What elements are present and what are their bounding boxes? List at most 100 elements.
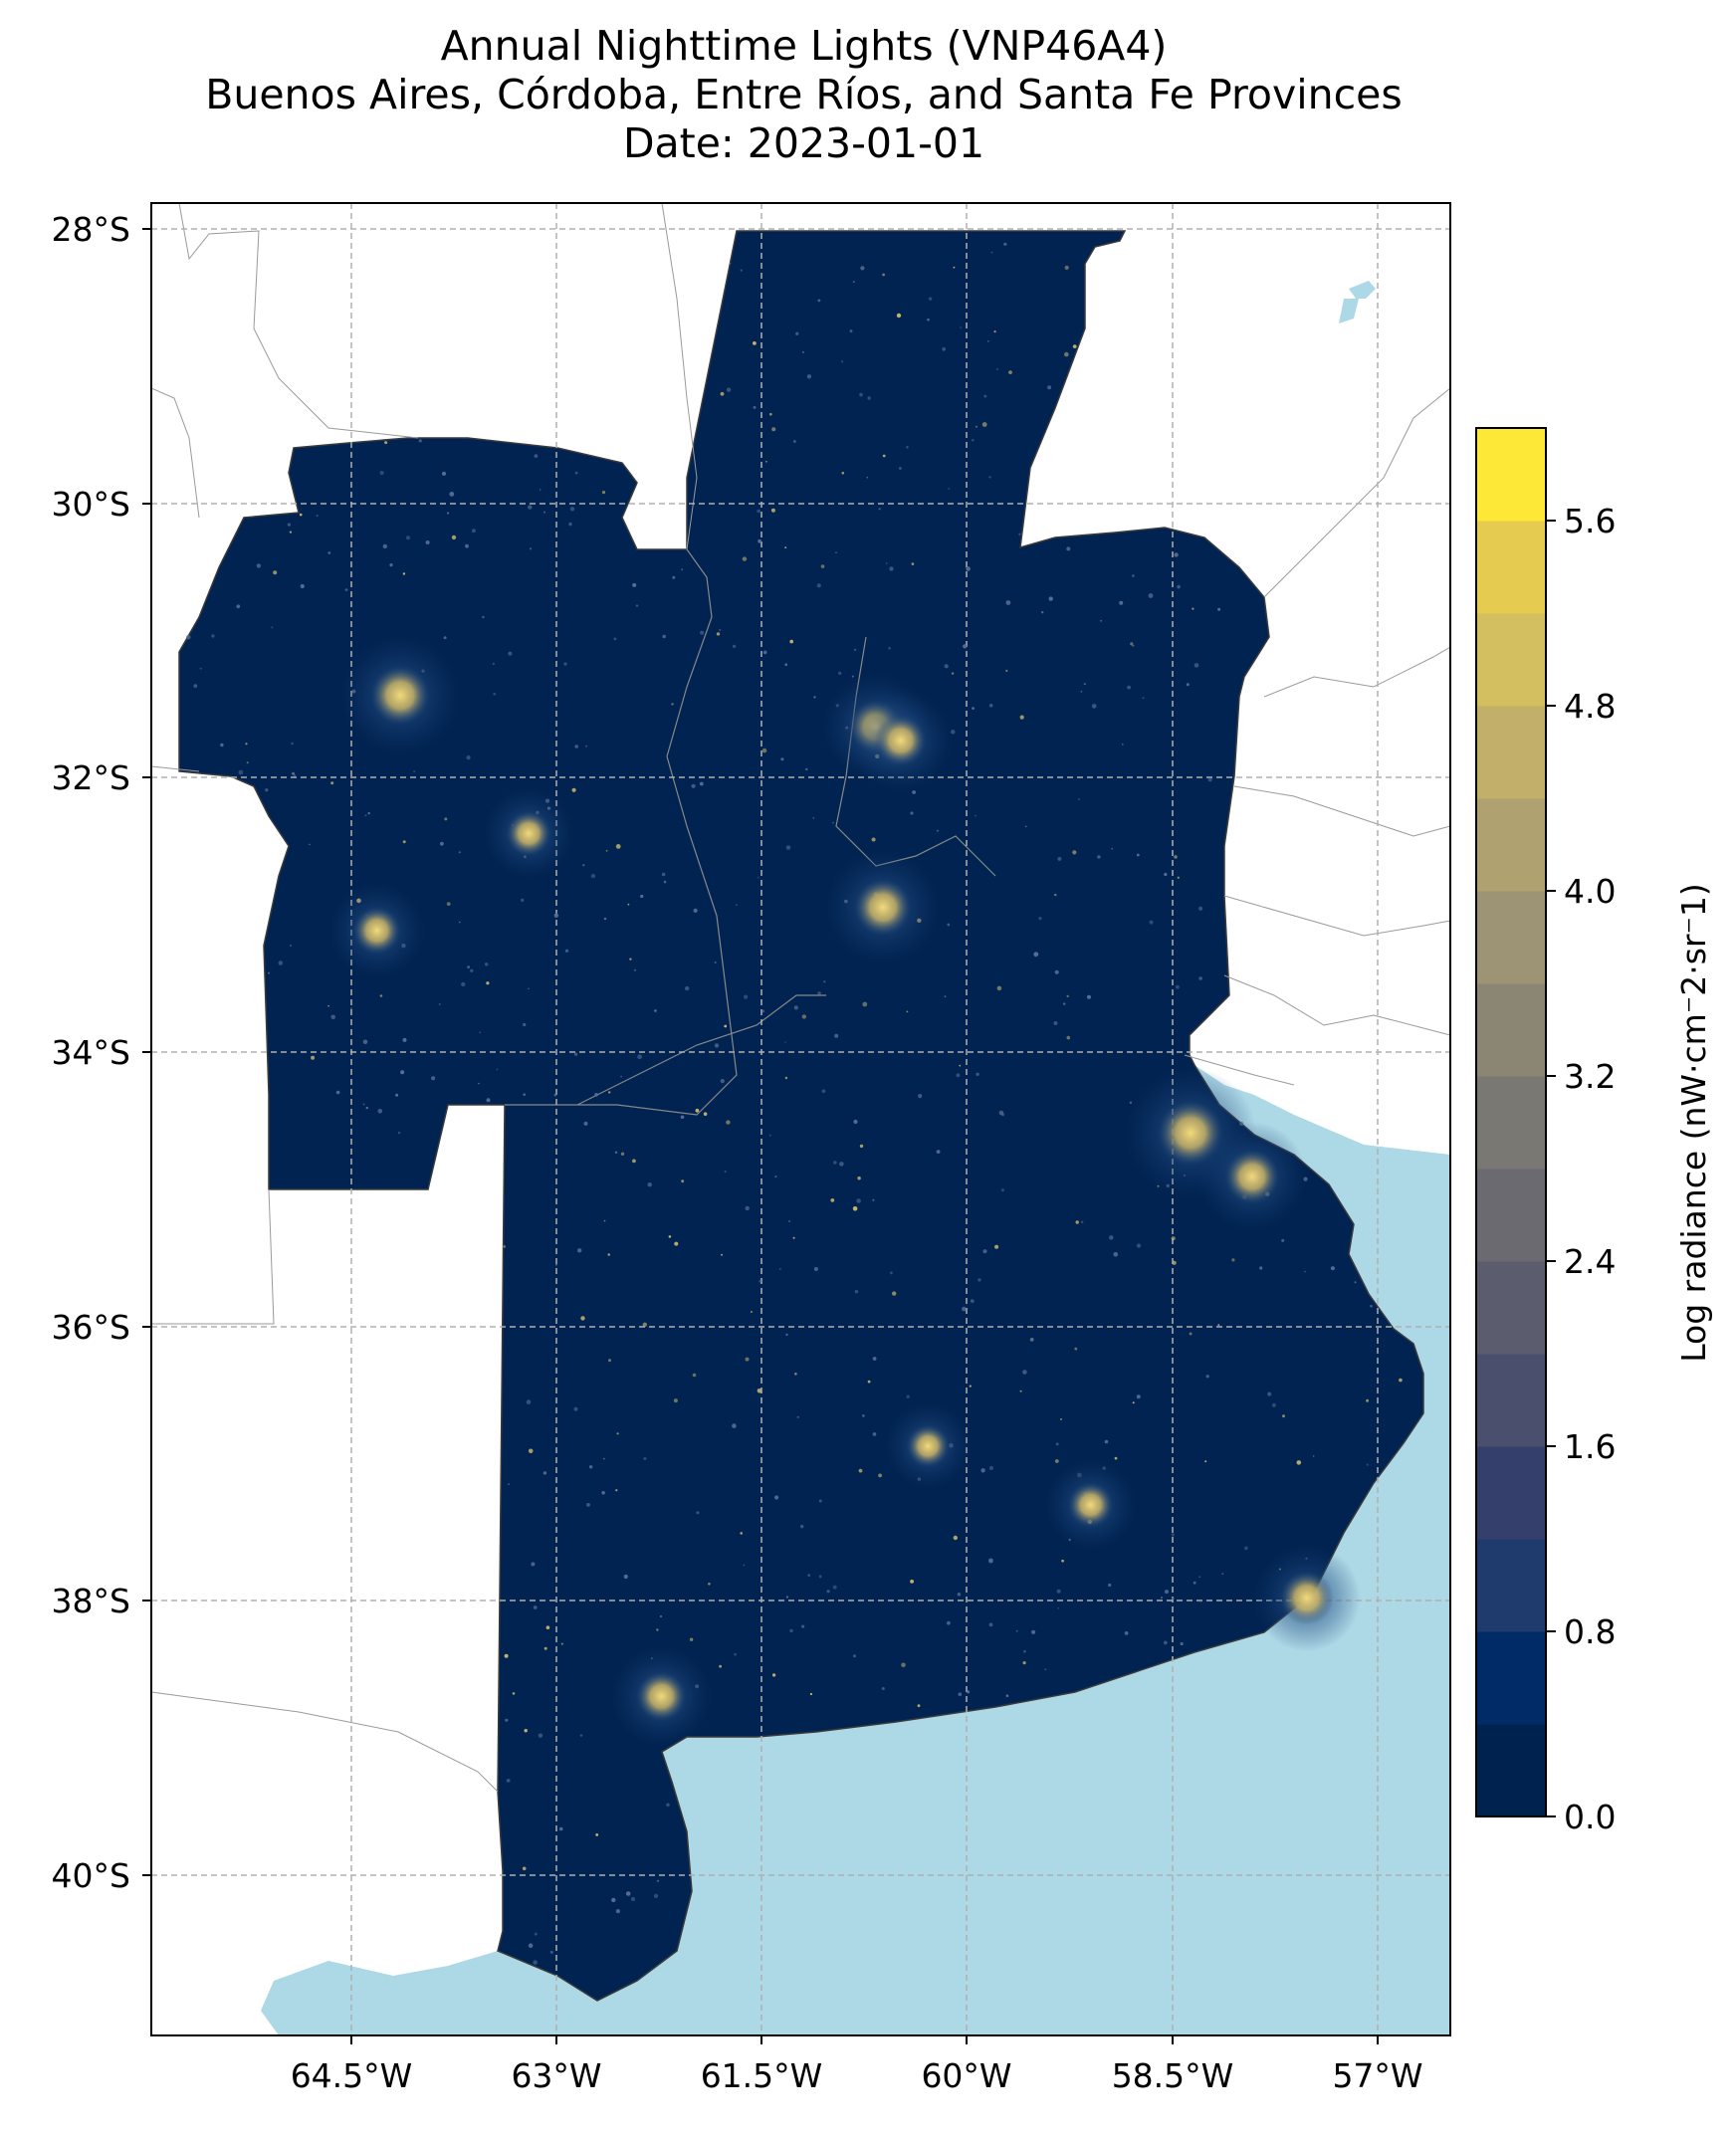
town-light — [743, 1564, 746, 1567]
town-light — [866, 476, 869, 479]
title-line-3: Date: 2023-01-01 — [622, 119, 985, 167]
town-light — [186, 634, 191, 640]
town-light — [726, 1120, 731, 1125]
town-light — [953, 1535, 958, 1541]
town-light — [1075, 1220, 1079, 1224]
lon-label-61-5: 61.5°W — [701, 2056, 823, 2095]
town-light — [771, 427, 776, 432]
town-light — [1072, 850, 1077, 855]
colorbar-band — [1476, 1354, 1546, 1447]
town-light — [1000, 1188, 1004, 1192]
town-light — [238, 769, 244, 775]
town-light — [1172, 1260, 1177, 1265]
town-light — [778, 1267, 781, 1270]
town-light — [881, 1687, 885, 1690]
town-light — [1054, 1459, 1059, 1463]
town-light — [330, 781, 334, 785]
town-light — [906, 446, 909, 449]
colorbar-band — [1476, 1261, 1546, 1355]
town-light — [681, 1179, 685, 1183]
town-light — [486, 1098, 491, 1103]
town-light — [833, 1161, 837, 1165]
town-light — [789, 1628, 793, 1633]
town-light — [892, 1291, 897, 1296]
town-light — [1267, 1391, 1272, 1396]
town-light — [291, 742, 294, 746]
title-line-2: Buenos Aires, Córdoba, Entre Ríos, and S… — [205, 71, 1403, 118]
lat-ticks: 28°S 30°S 32°S 34°S 36°S 38°S 40°S — [52, 210, 151, 1895]
town-light — [1221, 1573, 1224, 1576]
town-light — [585, 745, 587, 747]
town-light — [770, 508, 775, 513]
town-light — [539, 489, 542, 491]
colorbar-tick-label: 4.8 — [1564, 687, 1616, 726]
town-light — [692, 1373, 697, 1378]
town-light — [785, 845, 791, 850]
town-light — [856, 1198, 861, 1203]
town-light — [1109, 1235, 1114, 1240]
town-light — [402, 572, 406, 575]
town-light — [1204, 1460, 1207, 1463]
lat-label-34: 34°S — [52, 1033, 130, 1072]
colorbar-band — [1476, 798, 1546, 892]
town-light — [966, 566, 971, 571]
town-light — [853, 648, 857, 652]
town-light — [818, 1575, 822, 1579]
title-line-1: Annual Nighttime Lights (VNP46A4) — [440, 22, 1168, 70]
town-light — [988, 1622, 993, 1627]
town-light — [545, 1625, 550, 1629]
town-light — [784, 546, 787, 548]
town-light — [862, 1001, 868, 1007]
town-light — [729, 262, 732, 265]
town-light — [458, 921, 461, 924]
town-light — [917, 1704, 921, 1708]
town-light — [975, 425, 977, 428]
city-light — [352, 906, 401, 955]
town-light — [528, 1448, 534, 1454]
town-light — [379, 994, 383, 997]
lat-label-28: 28°S — [52, 210, 130, 249]
town-light — [311, 1055, 316, 1060]
town-light — [522, 1866, 527, 1871]
town-light — [1080, 1220, 1084, 1224]
town-light — [771, 1673, 776, 1677]
town-light — [841, 471, 845, 475]
town-light — [890, 1271, 893, 1275]
town-light — [451, 534, 457, 540]
lon-ticks: 64.5°W 63°W 61.5°W 60°W 58.5°W 57°W — [291, 2035, 1423, 2095]
town-light — [801, 1624, 805, 1628]
city-light — [1067, 1482, 1114, 1528]
town-light — [465, 543, 469, 548]
town-light — [745, 1357, 750, 1362]
town-light — [871, 837, 876, 842]
town-light — [504, 1653, 509, 1658]
town-light — [601, 491, 606, 495]
town-light — [708, 1583, 711, 1586]
town-light — [335, 1090, 340, 1095]
town-light — [1272, 1402, 1276, 1407]
city-light — [854, 878, 912, 937]
town-light — [1259, 1266, 1263, 1270]
town-light — [757, 876, 760, 879]
town-light — [1064, 351, 1069, 357]
town-light — [299, 513, 303, 517]
town-light — [988, 476, 991, 479]
town-light — [607, 1253, 610, 1256]
town-light — [632, 1159, 636, 1164]
colorbar-bands — [1476, 428, 1546, 1817]
lat-label-30: 30°S — [52, 485, 130, 524]
town-light — [862, 1414, 865, 1417]
colorbar-tick-label: 0.8 — [1564, 1612, 1616, 1651]
town-light — [1072, 344, 1077, 348]
town-light — [1207, 777, 1212, 782]
town-light — [910, 811, 914, 815]
town-light — [512, 1692, 516, 1695]
town-light — [647, 1182, 652, 1187]
town-light — [768, 1134, 771, 1137]
town-light — [1018, 533, 1021, 535]
town-light — [271, 626, 274, 629]
town-light — [714, 961, 717, 964]
town-light — [526, 1399, 532, 1404]
town-light — [1055, 1442, 1059, 1446]
town-light — [1100, 619, 1103, 622]
